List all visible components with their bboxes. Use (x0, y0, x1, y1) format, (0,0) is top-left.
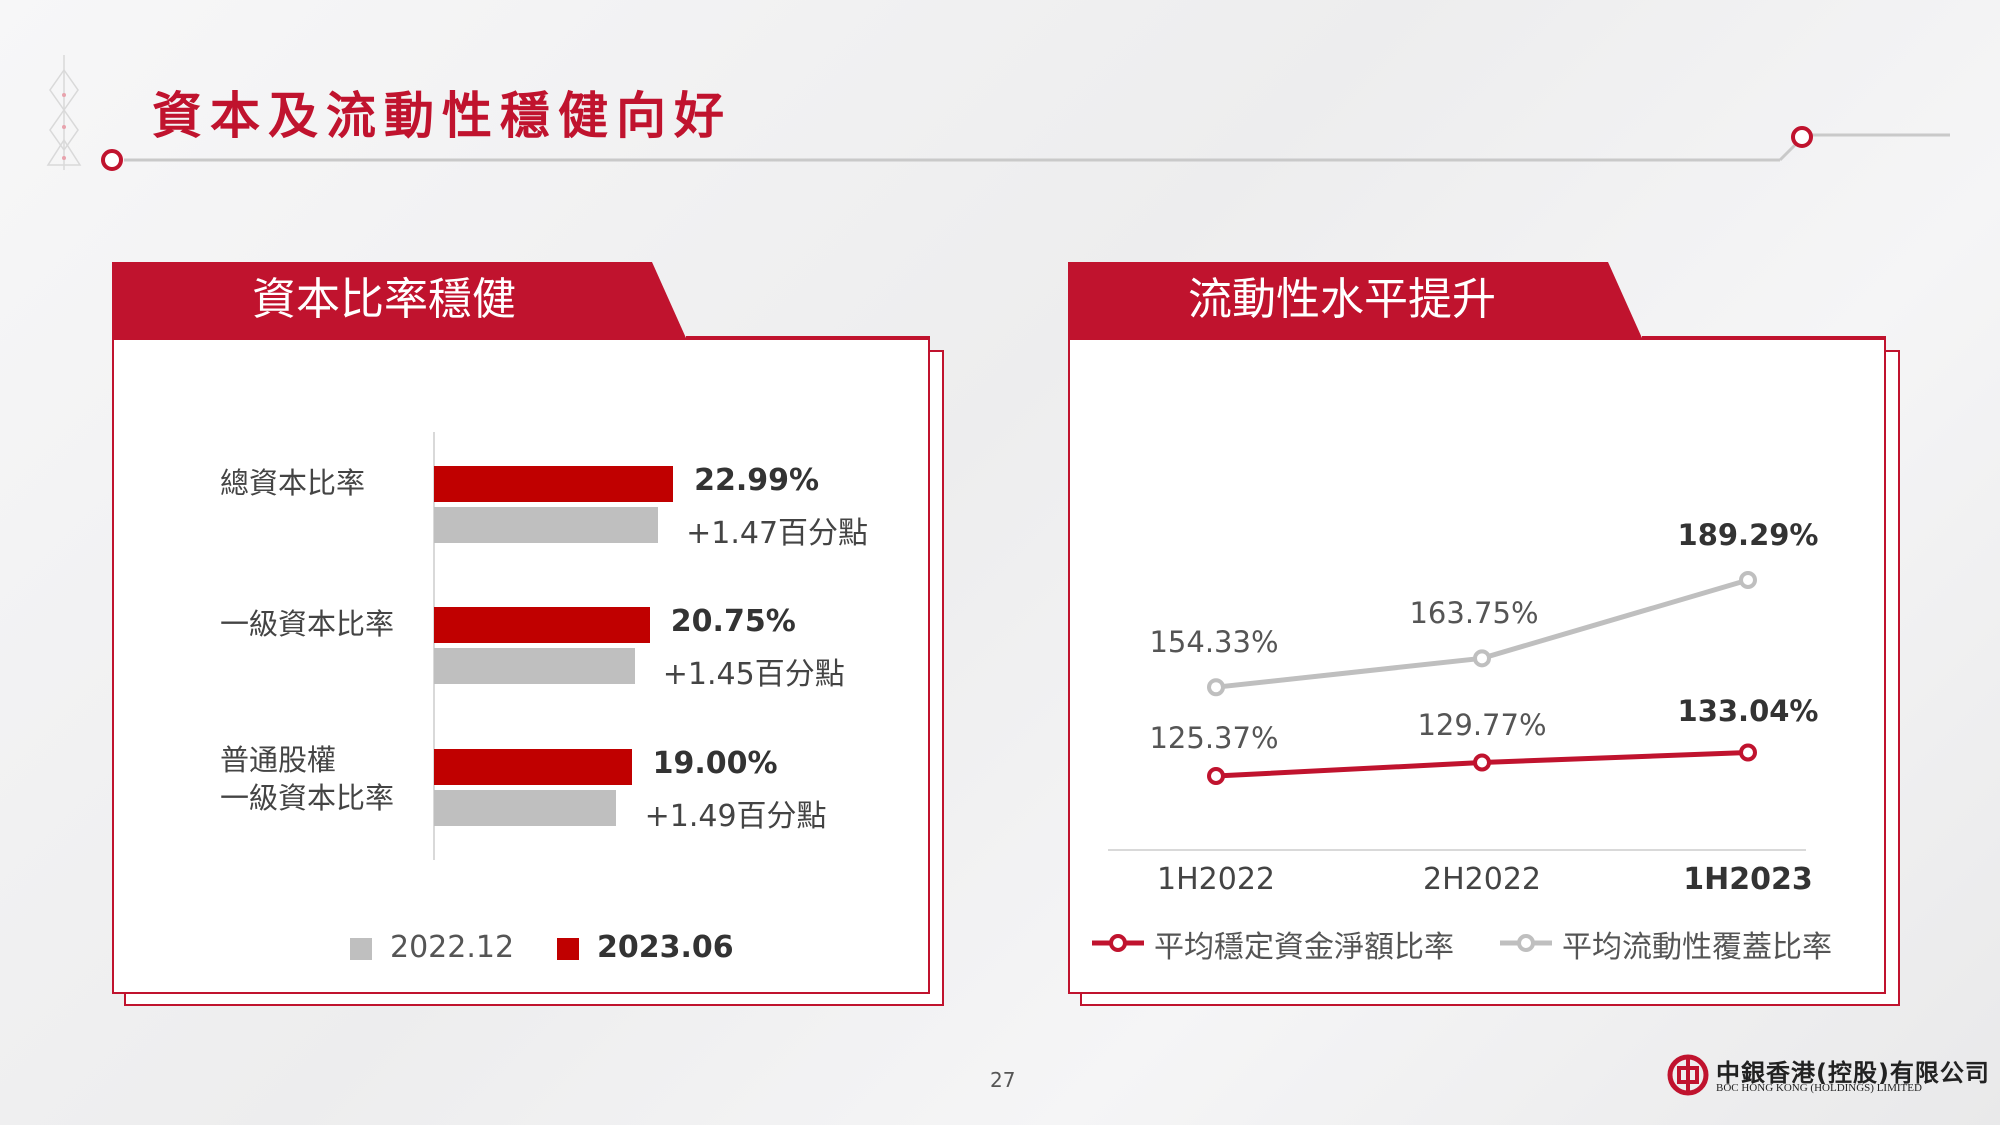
line-point-label: 133.04% (1677, 694, 1819, 729)
bar-2022-12 (434, 507, 658, 543)
bar-change-label: +1.45百分點 (662, 657, 845, 692)
line-x-tick-label: 1H2023 (1683, 862, 1813, 897)
line-point-label: 154.33% (1149, 625, 1279, 660)
bar-change-label: +1.49百分點 (644, 799, 827, 834)
line-data-point (1473, 753, 1491, 772)
bar-category-label: 一級資本比率 (220, 605, 394, 643)
line-legend-marker (1517, 934, 1535, 952)
bar-value-label: 22.99% (694, 463, 820, 498)
bar-category-label: 總資本比率 (220, 464, 365, 502)
tower-icon (46, 55, 82, 170)
bar-2023-06 (434, 749, 632, 785)
line-x-tick-label: 2H2022 (1423, 862, 1541, 897)
line-data-point (1473, 649, 1491, 668)
legend-label: 2023.06 (597, 930, 734, 965)
header-left-ring-icon (101, 149, 123, 171)
line-data-point (1207, 678, 1225, 697)
header-decoration (46, 55, 1950, 171)
right-panel-tab-underline (1642, 336, 1886, 338)
page-number: 27 (990, 1068, 1016, 1092)
header-right-ring-icon (1791, 126, 1813, 148)
right-panel-tab-title: 流動性水平提升 (1188, 274, 1496, 325)
line-data-point (1739, 743, 1757, 762)
line-legend-label: 平均流動性覆蓋比率 (1562, 930, 1832, 965)
line-data-point (1207, 767, 1225, 785)
line-legend-marker (1109, 934, 1127, 952)
bar-category-label-line: 一級資本比率 (220, 781, 395, 815)
right-panel-tab: 流動性水平提升 (1068, 262, 1642, 338)
bar-value-label: 19.00% (652, 746, 778, 781)
left-panel-tab-title: 資本比率穩健 (252, 274, 516, 325)
legend-swatch (557, 938, 579, 960)
bar-category-label-line: 總資本比率 (220, 466, 366, 500)
bar-chart-axis (433, 432, 435, 860)
bar-category-label: 普通股權一級資本比率 (220, 741, 394, 817)
left-panel-tab: 資本比率穩健 (112, 262, 686, 338)
line-legend-label: 平均穩定資金淨額比率 (1154, 930, 1454, 965)
bar-2023-06 (434, 607, 650, 643)
line-data-point (1739, 571, 1757, 589)
line-point-label: 129.77% (1417, 707, 1547, 742)
logo-english-name: BOC HONG KONG (HOLDINGS) LIMITED (1716, 1082, 1922, 1094)
logo-chinese-name: 中銀香港(控股)有限公司 (1716, 1059, 1990, 1087)
boc-logo-icon (1667, 1054, 1709, 1096)
line-point-label: 163.75% (1409, 596, 1539, 631)
left-panel-tab-underline (686, 336, 930, 338)
legend-swatch (350, 938, 372, 960)
bar-category-label-line: 普通股權 (220, 743, 337, 777)
right-panel (1068, 338, 1886, 994)
bar-category-label-line: 一級資本比率 (220, 607, 395, 641)
bar-value-label: 20.75% (670, 604, 796, 639)
bar-2022-12 (434, 648, 635, 684)
line-point-label: 125.37% (1149, 721, 1279, 755)
line-point-label: 189.29% (1677, 518, 1819, 552)
bar-2023-06 (434, 466, 674, 502)
bar-change-label: +1.47百分點 (686, 516, 869, 551)
bar-2022-12 (434, 790, 617, 826)
legend-label: 2022.12 (390, 930, 515, 965)
page-title: 資本及流動性穩健向好 (152, 87, 732, 145)
line-x-tick-label: 1H2022 (1157, 862, 1275, 897)
